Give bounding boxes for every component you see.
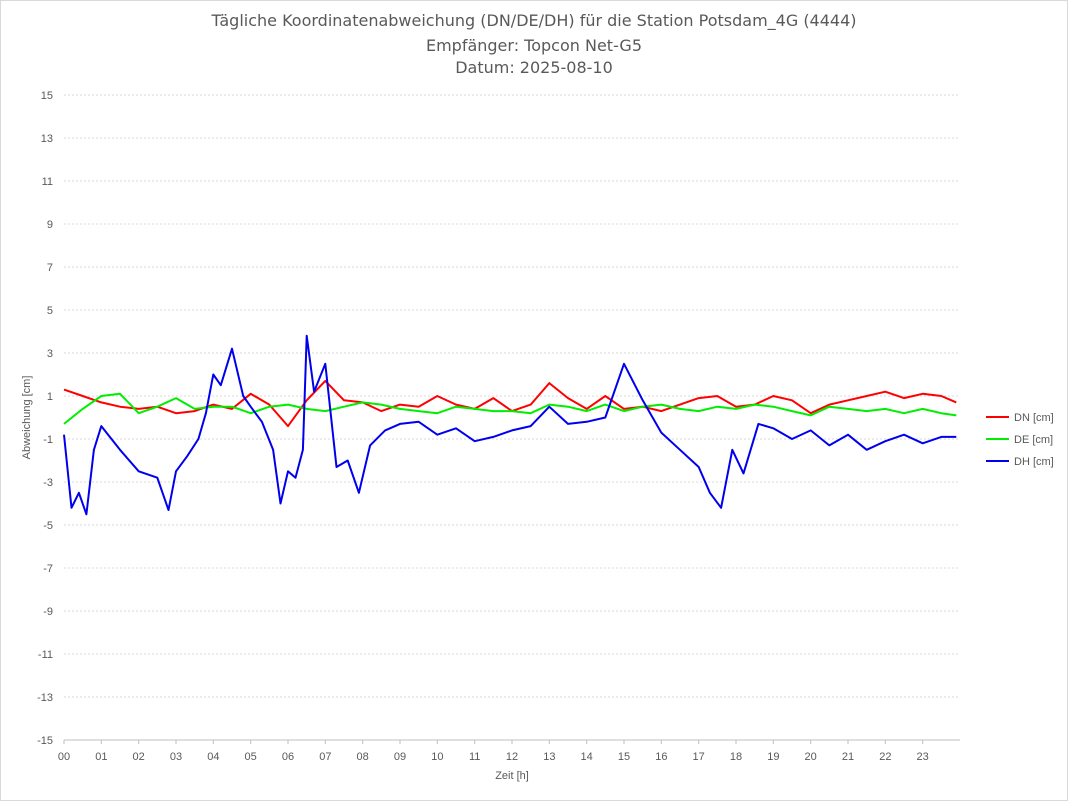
x-tick-label: 21 — [842, 751, 854, 763]
x-tick-label: 22 — [879, 751, 891, 763]
y-tick-label: 7 — [47, 262, 53, 274]
y-tick-label: -5 — [43, 520, 53, 532]
legend-label: DH [cm] — [1014, 456, 1054, 468]
x-tick-label: 09 — [394, 751, 406, 763]
y-tick-label: 3 — [47, 348, 53, 360]
series-line-dh — [63, 334, 957, 516]
y-tick-label: -13 — [37, 692, 53, 704]
legend: DN [cm] DE [cm] DH [cm] — [986, 412, 1054, 468]
y-tick-label: -15 — [37, 735, 53, 747]
x-tick-label: 19 — [767, 751, 779, 763]
y-tick-label: 13 — [41, 133, 53, 145]
legend-label: DE [cm] — [1014, 434, 1053, 446]
x-tick-label: 04 — [207, 751, 219, 763]
x-tick-label: 20 — [805, 751, 817, 763]
chart-date: Datum: 2025-08-10 — [455, 58, 613, 77]
x-tick-label: 16 — [655, 751, 667, 763]
series-line-dn — [63, 379, 957, 428]
x-tick-label: 10 — [431, 751, 443, 763]
x-tick-label: 13 — [543, 751, 555, 763]
legend-label: DN [cm] — [1014, 412, 1054, 424]
x-tick-label: 02 — [133, 751, 145, 763]
x-tick-label: 17 — [693, 751, 705, 763]
x-axis-title: Zeit [h] — [495, 770, 529, 782]
x-tick-label: 00 — [58, 751, 70, 763]
y-tick-label: -7 — [43, 563, 53, 575]
y-tick-label: -3 — [43, 477, 53, 489]
x-tick-label: 05 — [245, 751, 257, 763]
series-line-de — [63, 392, 957, 425]
x-tick-label: 12 — [506, 751, 518, 763]
x-tick-label: 03 — [170, 751, 182, 763]
x-tick-label: 06 — [282, 751, 294, 763]
chart-subtitle: Empfänger: Topcon Net-G5 — [425, 36, 643, 55]
x-tick-label: 15 — [618, 751, 630, 763]
grid-lines — [64, 94, 960, 741]
y-tick-label: 11 — [42, 176, 53, 188]
y-tick-label: 5 — [47, 305, 53, 317]
y-tick-label: 15 — [41, 90, 53, 102]
chart-title: Tägliche Koordinatenabweichung (DN/DE/DH… — [211, 11, 857, 30]
x-tick-label: 01 — [95, 751, 107, 763]
x-tick-label: 18 — [730, 751, 742, 763]
x-tick-label: 07 — [319, 751, 331, 763]
y-tick-label: -11 — [38, 649, 53, 661]
y-tick-label: -9 — [43, 606, 53, 618]
y-tick-label: -1 — [43, 434, 53, 446]
y-tick-label: 1 — [47, 391, 53, 403]
y-axis-ticks: 15 13 11 9 7 5 3 1 -1 -3 -5 -7 -9 -11 -13 -15 — [37, 90, 53, 747]
x-tick-label: 14 — [581, 751, 593, 763]
x-tick-label: 11 — [469, 751, 480, 763]
x-tick-label: 23 — [917, 751, 929, 763]
x-tick-label: 08 — [357, 751, 369, 763]
series-lines — [63, 334, 957, 516]
x-axis-ticks: 00 01 02 03 04 05 06 07 08 09 10 11 12 13 14 15 16 17 18 19… — [58, 740, 929, 763]
y-axis-title: Abweichung [cm] — [21, 376, 33, 460]
y-tick-label: 9 — [47, 219, 53, 231]
